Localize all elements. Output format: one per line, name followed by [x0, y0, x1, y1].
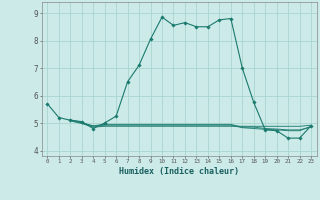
X-axis label: Humidex (Indice chaleur): Humidex (Indice chaleur) [119, 167, 239, 176]
